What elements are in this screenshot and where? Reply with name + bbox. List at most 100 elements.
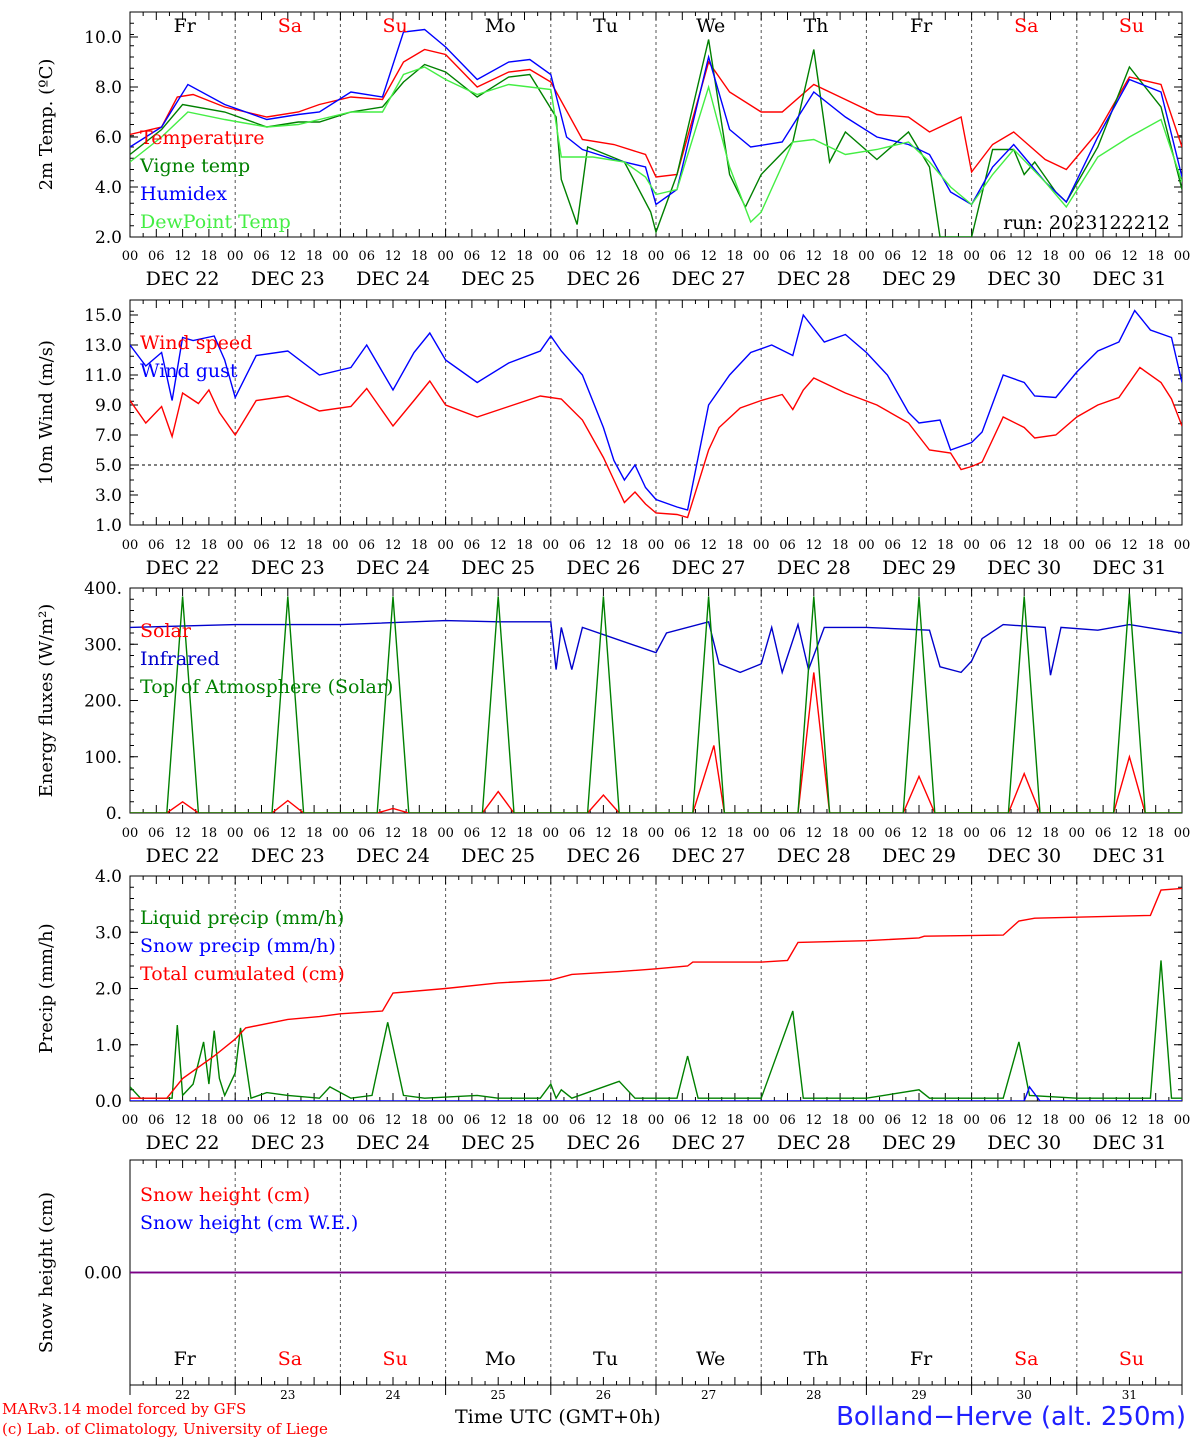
hour-label: 06 bbox=[990, 826, 1007, 841]
hour-label: 06 bbox=[464, 538, 481, 553]
y-tick-label: 11.0 bbox=[84, 366, 122, 386]
hour-label: 12 bbox=[1121, 1113, 1138, 1128]
series-total-cumulated-cm bbox=[130, 887, 1182, 1099]
weekday-label: Fr bbox=[910, 15, 933, 37]
legend-entry: Snow precip (mm/h) bbox=[140, 935, 336, 957]
day-number-label: 25 bbox=[491, 1388, 506, 1402]
hour-label: 18 bbox=[832, 826, 849, 841]
legend-entry: Humidex bbox=[140, 183, 227, 205]
y-tick-label: 13.0 bbox=[84, 336, 122, 356]
date-label: DEC 26 bbox=[566, 268, 640, 290]
hour-label: 12 bbox=[490, 249, 507, 264]
series-wind-gust bbox=[130, 309, 1182, 511]
hour-label: 18 bbox=[621, 538, 638, 553]
date-label: DEC 30 bbox=[987, 845, 1061, 867]
hour-label: 00 bbox=[543, 1113, 560, 1128]
hour-label: 06 bbox=[464, 1113, 481, 1128]
hour-label: 00 bbox=[858, 249, 875, 264]
date-label: DEC 24 bbox=[356, 1132, 430, 1154]
hour-label: 18 bbox=[1042, 826, 1059, 841]
date-label: DEC 22 bbox=[146, 845, 220, 867]
date-label: DEC 28 bbox=[777, 557, 851, 579]
hour-label: 12 bbox=[911, 249, 928, 264]
hour-label: 00 bbox=[963, 249, 980, 264]
date-label: DEC 22 bbox=[146, 268, 220, 290]
y-tick-label: 3.0 bbox=[95, 486, 122, 506]
legend-entry: Wind speed bbox=[140, 332, 252, 354]
y-tick-label: 400. bbox=[84, 579, 122, 599]
hour-label: 00 bbox=[122, 538, 139, 553]
hour-label: 18 bbox=[516, 249, 533, 264]
date-label: DEC 24 bbox=[356, 845, 430, 867]
hour-label: 06 bbox=[990, 249, 1007, 264]
series-vigne-temp bbox=[130, 39, 1182, 237]
hour-label: 12 bbox=[1121, 826, 1138, 841]
date-label: DEC 29 bbox=[882, 268, 956, 290]
date-label: DEC 28 bbox=[777, 268, 851, 290]
hour-label: 12 bbox=[595, 249, 612, 264]
date-label: DEC 25 bbox=[461, 1132, 535, 1154]
hour-label: 00 bbox=[753, 1113, 770, 1128]
weekday-label: Th bbox=[803, 15, 828, 37]
y-axis-title: Snow height (cm) bbox=[36, 1192, 57, 1353]
y-tick-label: 0. bbox=[106, 804, 122, 824]
hour-label: 18 bbox=[1042, 538, 1059, 553]
hour-label: 12 bbox=[806, 1113, 823, 1128]
hour-label: 06 bbox=[253, 249, 270, 264]
day-number-label: 29 bbox=[911, 1388, 926, 1402]
series-solar bbox=[130, 672, 1182, 813]
hour-label: 00 bbox=[963, 1113, 980, 1128]
hour-label: 12 bbox=[280, 249, 297, 264]
hour-label: 06 bbox=[253, 1113, 270, 1128]
date-label: DEC 29 bbox=[882, 845, 956, 867]
weekday-label: Th bbox=[803, 1348, 828, 1370]
date-label: DEC 28 bbox=[777, 1132, 851, 1154]
run-label: run: 2023122212 bbox=[1003, 212, 1170, 234]
hour-label: 06 bbox=[779, 538, 796, 553]
hour-label: 00 bbox=[227, 538, 244, 553]
legend-entry: Infrared bbox=[140, 648, 220, 670]
hour-label: 18 bbox=[621, 249, 638, 264]
series-liquid-precip-mm-h bbox=[130, 960, 1182, 1100]
hour-label: 12 bbox=[385, 538, 402, 553]
weekday-label: Fr bbox=[174, 15, 197, 37]
hour-label: 00 bbox=[1174, 826, 1191, 841]
date-label: DEC 25 bbox=[461, 557, 535, 579]
hour-label: 06 bbox=[779, 1113, 796, 1128]
y-axis-title: Energy fluxes (W/m²) bbox=[36, 604, 57, 798]
hour-label: 12 bbox=[595, 1113, 612, 1128]
hour-label: 00 bbox=[648, 826, 665, 841]
hour-label: 00 bbox=[543, 249, 560, 264]
hour-label: 12 bbox=[385, 826, 402, 841]
date-label: DEC 27 bbox=[672, 268, 746, 290]
hour-label: 00 bbox=[227, 249, 244, 264]
date-label: DEC 31 bbox=[1092, 1132, 1166, 1154]
hour-label: 12 bbox=[490, 826, 507, 841]
hour-label: 06 bbox=[148, 826, 165, 841]
hour-label: 18 bbox=[727, 826, 744, 841]
hour-label: 18 bbox=[937, 538, 954, 553]
date-label: DEC 22 bbox=[146, 557, 220, 579]
legend-entry: Vigne temp bbox=[139, 155, 250, 177]
panel-wind: 1.0 3.0 5.0 7.0 9.0 11.0 13.0 15.0 10m Wind (m/s… bbox=[36, 299, 1191, 579]
hour-label: 18 bbox=[201, 538, 218, 553]
hour-label: 00 bbox=[648, 538, 665, 553]
y-axis-title: 2m Temp. (ºC) bbox=[36, 59, 57, 191]
y-tick-label: 1.0 bbox=[95, 1036, 122, 1056]
hour-label: 06 bbox=[1095, 1113, 1112, 1128]
hour-label: 12 bbox=[595, 826, 612, 841]
y-axis-title: Precip (mm/h) bbox=[36, 923, 57, 1053]
hour-label: 12 bbox=[700, 249, 717, 264]
y-tick-label: 3.0 bbox=[95, 923, 122, 943]
hour-label: 12 bbox=[1016, 538, 1033, 553]
hour-label: 00 bbox=[1174, 538, 1191, 553]
day-number-label: 23 bbox=[280, 1388, 295, 1402]
date-label: DEC 24 bbox=[356, 557, 430, 579]
weekday-label: Su bbox=[1119, 15, 1144, 37]
weekday-label: Mo bbox=[485, 15, 516, 37]
hour-label: 06 bbox=[148, 1113, 165, 1128]
hour-label: 06 bbox=[358, 826, 375, 841]
hour-label: 00 bbox=[332, 538, 349, 553]
hour-label: 06 bbox=[253, 826, 270, 841]
